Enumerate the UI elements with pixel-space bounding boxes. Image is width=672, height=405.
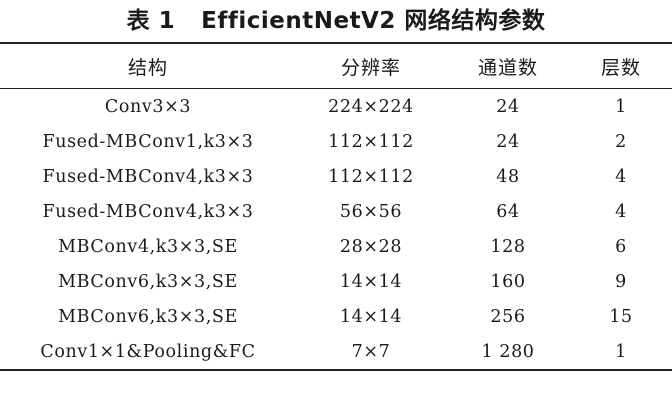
architecture-table: 结构 分辨率 通道数 层数 Conv3×3 224×224 24 1 Fused… xyxy=(0,42,672,371)
table-caption: 表 1 EfficientNetV2 网络结构参数 xyxy=(0,4,672,38)
cell-resolution: 14×14 xyxy=(339,271,403,292)
header-row: 结构 分辨率 通道数 层数 xyxy=(0,43,672,89)
table-body: Conv3×3 224×224 24 1 Fused-MBConv1,k3×3 … xyxy=(0,89,672,370)
cell-layers: 6 xyxy=(615,236,627,257)
cell-channels: 24 xyxy=(496,96,520,117)
cell-channels: 160 xyxy=(490,271,526,292)
table-number: 表 1 xyxy=(126,8,176,34)
table-row: MBConv4,k3×3,SE 28×28 128 6 xyxy=(0,229,672,264)
cell-layers: 15 xyxy=(609,306,633,327)
cell-layers: 9 xyxy=(615,271,627,292)
architecture-table-container: 结构 分辨率 通道数 层数 Conv3×3 224×224 24 1 Fused… xyxy=(0,42,672,371)
cell-channels: 64 xyxy=(496,201,520,222)
cell-layers: 4 xyxy=(615,166,627,187)
cell-layers: 4 xyxy=(615,201,627,222)
header-layers: 层数 xyxy=(600,56,641,79)
cell-structure: MBConv4,k3×3,SE xyxy=(58,236,238,257)
header-resolution: 分辨率 xyxy=(340,56,401,79)
cell-structure: MBConv6,k3×3,SE xyxy=(58,306,238,327)
cell-resolution: 28×28 xyxy=(339,236,403,257)
cell-resolution: 56×56 xyxy=(339,201,403,222)
cell-channels: 48 xyxy=(496,166,520,187)
cell-structure: Fused-MBConv1,k3×3 xyxy=(42,131,254,152)
cell-channels: 24 xyxy=(496,131,520,152)
cell-resolution: 224×224 xyxy=(328,96,414,117)
cell-channels: 1 280 xyxy=(481,341,535,362)
cell-structure: MBConv6,k3×3,SE xyxy=(58,271,238,292)
table-title: EfficientNetV2 网络结构参数 xyxy=(201,8,546,34)
table-header: 结构 分辨率 通道数 层数 xyxy=(0,43,672,89)
cell-channels: 256 xyxy=(490,306,526,327)
cell-layers: 1 xyxy=(615,96,627,117)
header-channels: 通道数 xyxy=(477,56,538,79)
table-row: MBConv6,k3×3,SE 14×14 160 9 xyxy=(0,264,672,299)
cell-layers: 2 xyxy=(615,131,627,152)
cell-structure: Conv1×1&Pooling&FC xyxy=(40,341,256,362)
cell-structure: Conv3×3 xyxy=(104,96,192,117)
cell-structure: Fused-MBConv4,k3×3 xyxy=(42,201,254,222)
header-structure: 结构 xyxy=(127,56,168,79)
cell-resolution: 112×112 xyxy=(328,166,414,187)
table-row: MBConv6,k3×3,SE 14×14 256 15 xyxy=(0,299,672,334)
cell-layers: 1 xyxy=(615,341,627,362)
table-row: Fused-MBConv1,k3×3 112×112 24 2 xyxy=(0,124,672,159)
cell-resolution: 14×14 xyxy=(339,306,403,327)
cell-resolution: 112×112 xyxy=(328,131,414,152)
cell-structure: Fused-MBConv4,k3×3 xyxy=(42,166,254,187)
table-row: Conv3×3 224×224 24 1 xyxy=(0,89,672,125)
cell-resolution: 7×7 xyxy=(351,341,391,362)
table-row: Fused-MBConv4,k3×3 112×112 48 4 xyxy=(0,159,672,194)
cell-channels: 128 xyxy=(490,236,526,257)
table-row: Fused-MBConv4,k3×3 56×56 64 4 xyxy=(0,194,672,229)
table-row: Conv1×1&Pooling&FC 7×7 1 280 1 xyxy=(0,334,672,370)
